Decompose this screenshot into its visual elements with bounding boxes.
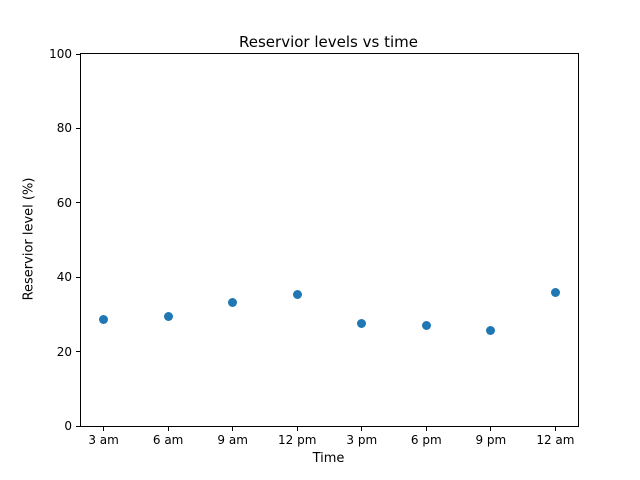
x-tick-label: 12 pm: [278, 433, 317, 447]
x-tick-mark: [361, 427, 363, 431]
y-tick-mark: [76, 202, 80, 204]
plot-area: 0 20 40 60 80 100 3 am 6 am 9 am 12 pm 3 pm 6 pm 9 p…: [49, 47, 579, 447]
y-tick-label: 40: [56, 270, 72, 285]
y-tick-label: 20: [56, 344, 72, 359]
data-point: [163, 312, 173, 322]
x-axis-label: Time: [312, 451, 345, 466]
data-point: [550, 288, 560, 298]
x-tick-label: 6 pm: [410, 433, 442, 447]
x-tick-label: 3 am: [88, 433, 119, 447]
y-tick-mark: [76, 127, 80, 129]
y-tick-mark: [76, 351, 80, 353]
y-axis-label-text: Reservior level (%): [21, 177, 37, 301]
x-tick-mark: [490, 427, 492, 431]
x-tick-mark: [103, 427, 105, 431]
y-tick-label: 60: [56, 195, 72, 210]
y-tick-mark: [76, 53, 80, 55]
y-tick-label: 80: [56, 121, 72, 136]
x-tick-mark: [296, 427, 298, 431]
data-point: [228, 298, 238, 308]
data-point: [99, 314, 109, 324]
x-tick-label: 9 pm: [475, 433, 507, 447]
x-tick-label: 9 am: [217, 433, 248, 447]
data-point: [292, 289, 302, 299]
data-point: [486, 325, 496, 335]
x-tick-label: 3 pm: [346, 433, 378, 447]
x-tick-mark: [554, 427, 556, 431]
x-tick-mark: [232, 427, 234, 431]
data-point: [421, 320, 431, 330]
x-tick-mark: [167, 427, 169, 431]
y-tick-label: 100: [49, 47, 72, 61]
data-point: [357, 318, 367, 328]
x-tick-label: 6 am: [152, 433, 184, 447]
x-tick-mark: [425, 427, 427, 431]
x-tick-label: 12 am: [536, 433, 575, 447]
y-tick-mark: [76, 276, 80, 278]
y-tick-label: 0: [64, 419, 72, 433]
chart-title: Reservior levels vs time: [239, 33, 418, 51]
y-tick-mark: [76, 425, 80, 427]
